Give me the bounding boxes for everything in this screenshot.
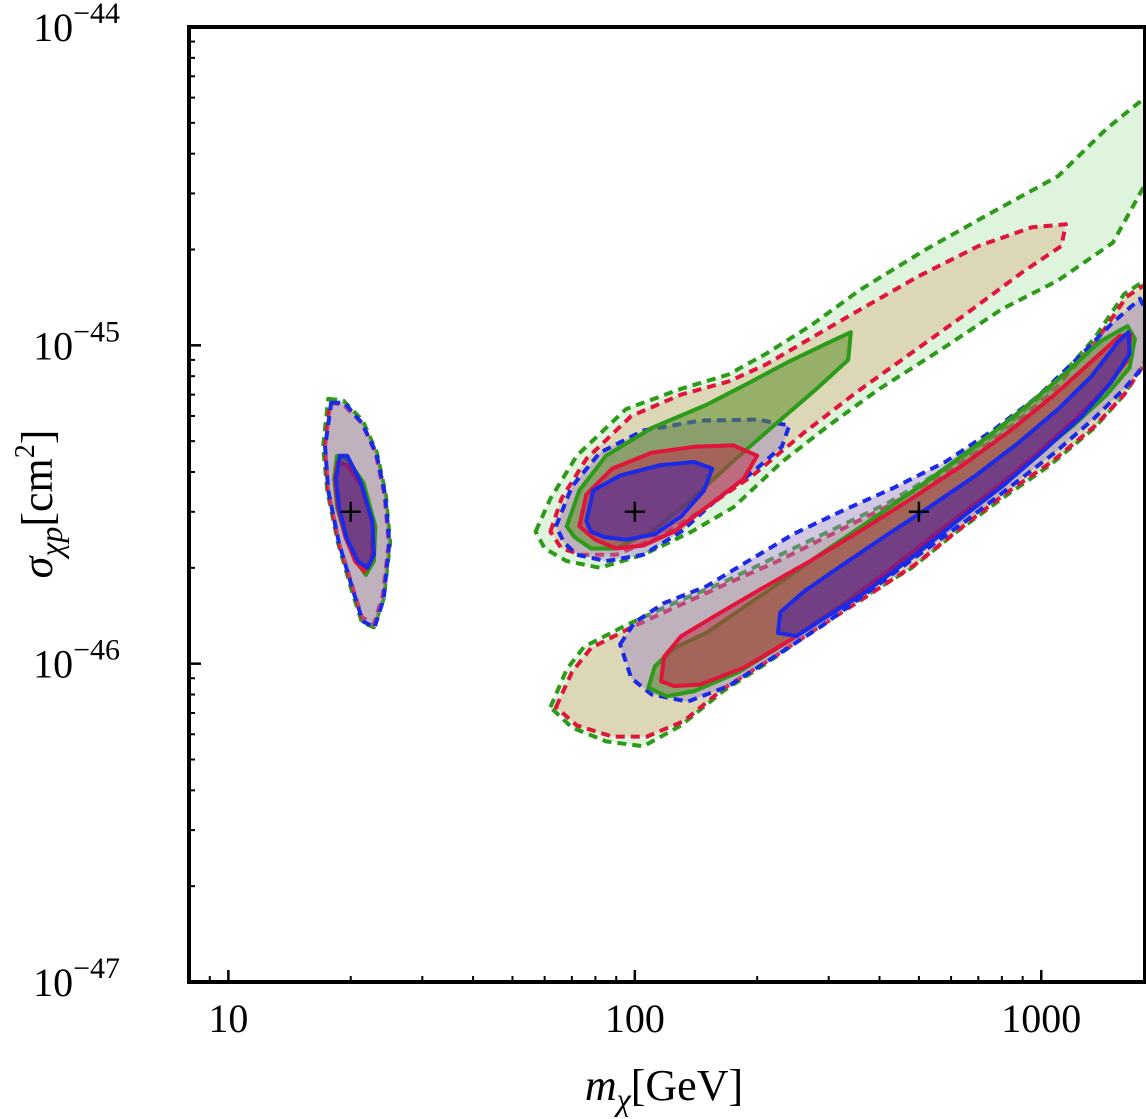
- y-tick-label: 10−46: [33, 634, 120, 687]
- y-axis-ticks: 10−44 10−45 10−46 10−47: [33, 0, 201, 1005]
- y-tick-label: 10−47: [33, 952, 120, 1005]
- x-tick-label: 10: [208, 996, 248, 1041]
- y-axis-title: σχp[cm2]: [10, 430, 69, 579]
- x-axis-ticks: 10 100 1000: [188, 970, 1081, 1041]
- contour-100-blue-inner: [584, 460, 715, 542]
- benchmark-marker-500: [908, 501, 929, 522]
- x-tick-label: 1000: [1001, 996, 1081, 1041]
- benchmark-marker-100: [624, 501, 645, 522]
- y-tick-label: 10−44: [33, 0, 120, 50]
- contour-500-blue-inner: [776, 330, 1132, 639]
- benchmark-markers: [340, 501, 929, 522]
- x-tick-label: 100: [605, 996, 665, 1041]
- plot-frame: [187, 25, 1146, 984]
- x-axis-title: mχ[GeV]: [585, 1061, 743, 1117]
- y-tick-label: 10−45: [33, 315, 120, 368]
- inner-contour-regions: [332, 324, 1137, 699]
- benchmark-marker-20: [340, 501, 361, 522]
